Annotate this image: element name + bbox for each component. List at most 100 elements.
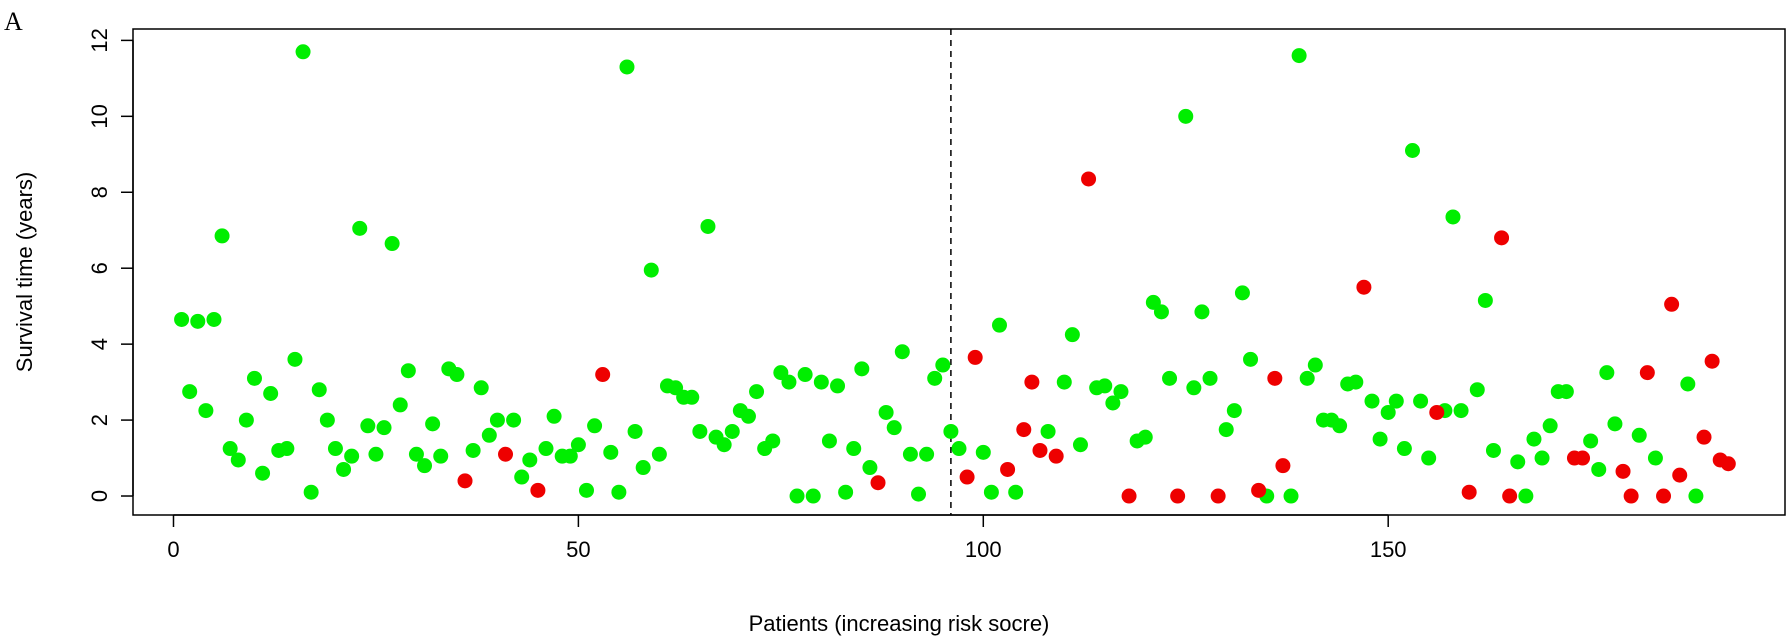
- green-point-110: [1186, 380, 1202, 396]
- green-point-20: [336, 461, 352, 477]
- red-point-7: [1000, 461, 1016, 477]
- red-point-25: [1575, 450, 1591, 466]
- red-point-17: [1267, 370, 1283, 386]
- green-point-89: [935, 357, 951, 373]
- green-point-150: [1599, 365, 1615, 381]
- green-point-4: [206, 311, 222, 327]
- green-point-126: [1348, 374, 1364, 390]
- green-point-5: [214, 228, 230, 244]
- green-point-38: [489, 412, 505, 428]
- green-point-155: [1688, 488, 1704, 504]
- red-point-12: [1081, 171, 1097, 187]
- green-point-51: [619, 59, 635, 75]
- green-point-32: [433, 448, 449, 464]
- green-point-47: [578, 482, 594, 498]
- green-point-116: [1243, 351, 1259, 367]
- green-point-10: [255, 465, 271, 481]
- green-point-53: [635, 460, 651, 476]
- green-point-114: [1226, 403, 1242, 419]
- red-point-11: [1048, 448, 1064, 464]
- red-point-28: [1639, 365, 1655, 381]
- green-point-69: [765, 433, 781, 449]
- green-point-88: [927, 370, 943, 386]
- green-point-119: [1291, 48, 1307, 64]
- green-point-151: [1607, 416, 1623, 432]
- red-point-6: [967, 349, 983, 365]
- green-point-139: [1477, 292, 1493, 308]
- red-point-19: [1356, 279, 1372, 295]
- red-point-22: [1494, 230, 1510, 246]
- green-point-6: [222, 441, 238, 457]
- green-point-23: [360, 418, 376, 434]
- green-point-124: [1332, 418, 1348, 434]
- red-point-30: [1664, 296, 1680, 312]
- green-point-99: [1072, 437, 1088, 453]
- red-point-13: [1121, 488, 1137, 504]
- green-point-48: [587, 418, 603, 434]
- y-tick-label-0: 0: [87, 490, 112, 502]
- y-axis-label: Survival time (years): [12, 172, 37, 372]
- green-point-29: [408, 446, 424, 462]
- green-point-43: [546, 408, 562, 424]
- panel-label: A: [4, 7, 23, 36]
- green-point-42: [538, 441, 554, 457]
- y-tick-label-2: 2: [87, 414, 112, 426]
- green-point-1: [182, 384, 198, 400]
- green-point-9: [246, 370, 262, 386]
- green-point-41: [522, 452, 538, 468]
- green-point-18: [319, 412, 335, 428]
- green-point-137: [1453, 403, 1469, 419]
- green-point-120: [1299, 370, 1315, 386]
- y-tick-label-10: 10: [87, 104, 112, 128]
- green-point-21: [344, 448, 360, 464]
- green-point-72: [789, 488, 805, 504]
- y-tick-label-6: 6: [87, 262, 112, 274]
- green-point-132: [1404, 143, 1420, 158]
- green-point-152: [1631, 427, 1647, 443]
- green-point-15: [295, 44, 311, 60]
- red-point-3: [595, 367, 611, 383]
- green-point-109: [1178, 108, 1194, 124]
- green-point-39: [506, 412, 522, 428]
- green-point-25: [376, 420, 392, 436]
- green-point-103: [1113, 384, 1129, 400]
- green-point-46: [570, 437, 586, 453]
- green-point-59: [684, 389, 700, 405]
- red-point-9: [1024, 374, 1040, 390]
- green-point-128: [1372, 431, 1388, 447]
- red-point-15: [1210, 488, 1226, 504]
- green-point-97: [1056, 374, 1072, 390]
- green-point-11: [263, 386, 279, 401]
- green-point-153: [1647, 450, 1663, 466]
- green-point-143: [1526, 431, 1542, 447]
- green-point-96: [1040, 423, 1056, 439]
- x-tick-label-100: 100: [965, 537, 1002, 562]
- y-tick-label-12: 12: [87, 28, 112, 52]
- green-point-81: [862, 460, 878, 476]
- green-point-141: [1510, 454, 1526, 470]
- green-point-147: [1558, 384, 1574, 400]
- green-point-87: [919, 446, 935, 462]
- green-point-105: [1137, 429, 1153, 445]
- green-point-111: [1194, 304, 1210, 320]
- green-point-67: [749, 384, 765, 400]
- x-tick-label-150: 150: [1370, 537, 1407, 562]
- green-point-83: [886, 420, 902, 436]
- green-point-93: [983, 484, 999, 500]
- green-point-7: [230, 452, 246, 468]
- red-point-0: [457, 473, 473, 489]
- green-point-2: [190, 313, 206, 329]
- green-point-74: [805, 488, 821, 504]
- green-point-14: [287, 351, 303, 367]
- red-point-16: [1251, 482, 1267, 498]
- green-point-154: [1680, 376, 1696, 392]
- red-point-10: [1032, 442, 1048, 458]
- chart-marks: 0 50 100 150 0 2 4 6 8 10 12: [87, 28, 1736, 562]
- red-point-27: [1623, 488, 1639, 504]
- red-point-5: [959, 469, 975, 485]
- red-point-1: [498, 446, 514, 462]
- green-point-127: [1364, 393, 1380, 409]
- green-point-61: [700, 218, 716, 234]
- green-point-90: [943, 423, 959, 439]
